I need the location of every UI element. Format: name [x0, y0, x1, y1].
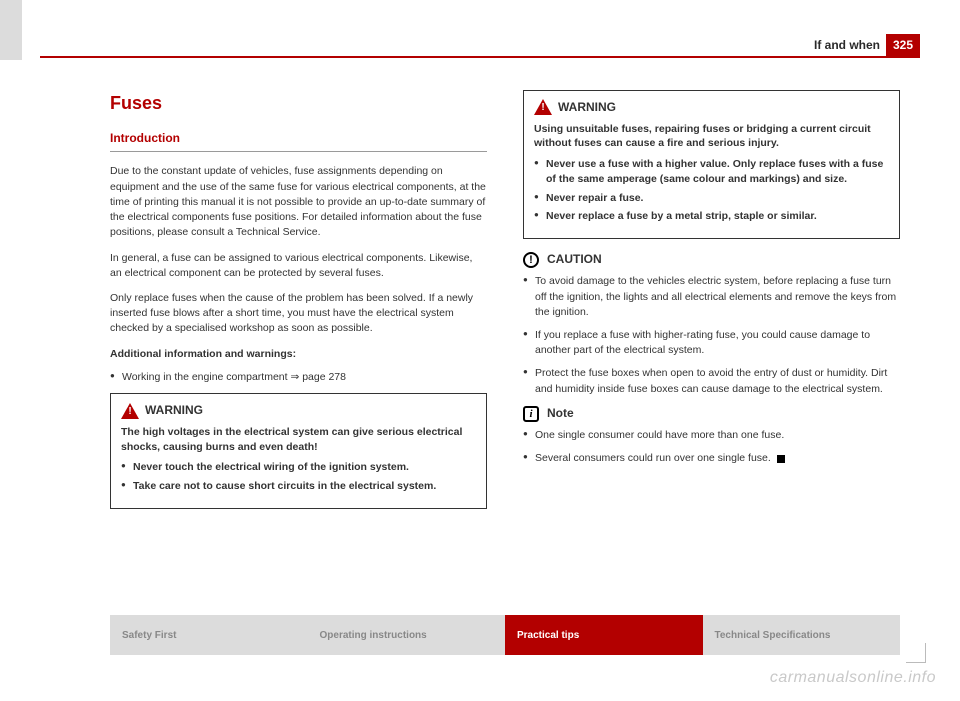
intro-paragraph-2: In general, a fuse can be assigned to va…: [110, 251, 487, 281]
additional-info-bullet-1: Working in the engine compartment ⇒ page…: [110, 370, 487, 385]
warning-box-1-text: The high voltages in the electrical syst…: [121, 425, 476, 454]
intro-paragraph-1: Due to the constant update of vehicles, …: [110, 164, 487, 240]
warning-box-1-bullet-1: Never touch the electrical wiring of the…: [121, 460, 476, 475]
warning-box-2: WARNING Using unsuitable fuses, repairin…: [523, 90, 900, 239]
side-grey-tab: [0, 0, 22, 60]
note-heading: Note: [523, 405, 900, 422]
subtitle-rule: [110, 151, 487, 152]
footer-tab-technical[interactable]: Technical Specifications: [703, 615, 901, 655]
manual-page: If and when 325 Fuses Introduction Due t…: [0, 0, 960, 701]
caution-title: CAUTION: [547, 251, 602, 268]
warning-box-2-head: WARNING: [534, 99, 889, 116]
warning-box-1: WARNING The high voltages in the electri…: [110, 393, 487, 509]
note-bullet-2: Several consumers could run over one sin…: [523, 451, 900, 466]
caution-heading: CAUTION: [523, 251, 900, 268]
page-number-badge: 325: [886, 34, 920, 56]
note-title: Note: [547, 405, 574, 422]
caution-bullet-3: Protect the fuse boxes when open to avoi…: [523, 366, 900, 396]
header-red-rule: [40, 56, 920, 58]
warning-box-2-title: WARNING: [558, 99, 616, 116]
footer-tab-operating[interactable]: Operating instructions: [308, 615, 506, 655]
page-title: Fuses: [110, 90, 487, 116]
header-section-title: If and when: [814, 38, 880, 52]
watermark-text: carmanualsonline.info: [770, 669, 936, 687]
note-bullet-1: One single consumer could have more than…: [523, 428, 900, 443]
warning-box-2-text: Using unsuitable fuses, repairing fuses …: [534, 122, 889, 151]
section-subtitle: Introduction: [110, 130, 487, 147]
footer-tabs: Safety First Operating instructions Prac…: [110, 615, 900, 655]
caution-bullet-1: To avoid damage to the vehicles electric…: [523, 274, 900, 320]
warning-box-1-title: WARNING: [145, 402, 203, 419]
additional-info-heading: Additional information and warnings:: [110, 347, 487, 362]
end-of-section-marker: [777, 455, 785, 463]
warning-box-2-bullet-2: Never repair a fuse.: [534, 191, 889, 206]
caution-circle-icon: [523, 252, 539, 268]
content-columns: Fuses Introduction Due to the constant u…: [110, 90, 900, 601]
caution-bullet-2: If you replace a fuse with higher-rating…: [523, 328, 900, 358]
warning-box-1-head: WARNING: [121, 402, 476, 419]
warning-triangle-icon: [534, 99, 552, 115]
page-corner-mark: [906, 643, 926, 663]
warning-box-2-bullet-1: Never use a fuse with a higher value. On…: [534, 157, 889, 186]
left-column: Fuses Introduction Due to the constant u…: [110, 90, 487, 601]
right-column: WARNING Using unsuitable fuses, repairin…: [523, 90, 900, 601]
note-info-icon: [523, 406, 539, 422]
note-bullet-2-text: Several consumers could run over one sin…: [535, 452, 771, 464]
warning-box-2-bullet-3: Never replace a fuse by a metal strip, s…: [534, 209, 889, 224]
footer-tab-practical[interactable]: Practical tips: [505, 615, 703, 655]
intro-paragraph-3: Only replace fuses when the cause of the…: [110, 291, 487, 337]
warning-triangle-icon: [121, 403, 139, 419]
footer-tab-safety[interactable]: Safety First: [110, 615, 308, 655]
warning-box-1-bullet-2: Take care not to cause short circuits in…: [121, 479, 476, 494]
